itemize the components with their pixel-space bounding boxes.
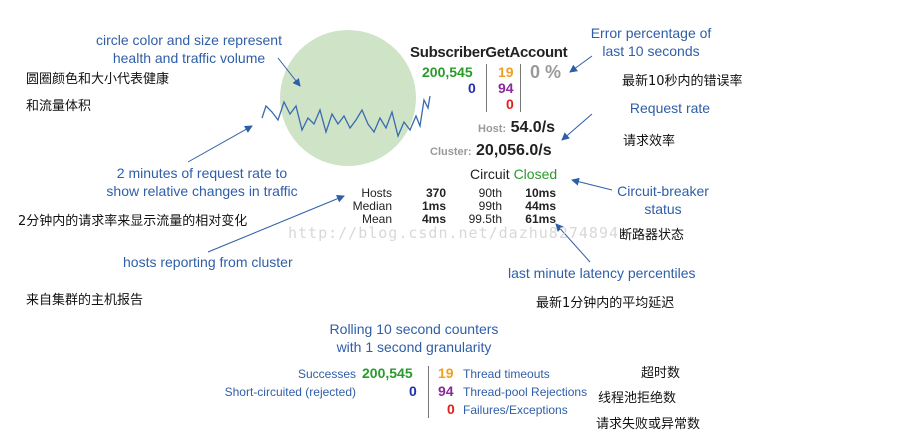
annotation-error-percentage: Error percentage of last 10 seconds [590, 25, 712, 59]
arrow-circle [277, 57, 301, 87]
median-value: 1ms [421, 199, 446, 213]
watermark: http://blog.csdn.net/dazhu8274894 [288, 224, 620, 242]
annotation-hosts: hosts reporting from cluster [123, 254, 293, 270]
legend-failures-label: Failures/Exceptions [463, 403, 568, 417]
legend-short-circuited-label: Short-circuited (rejected) [224, 385, 356, 399]
annotation-rolling-counters: Rolling 10 second counters with 1 second… [329, 321, 499, 355]
annotation-2min-rate: 2 minutes of request rate to show relati… [106, 165, 298, 199]
widget-timeouts: 19 [498, 64, 514, 80]
circuit-label: Circuit [470, 166, 510, 182]
legend-rejections-value: 94 [438, 383, 454, 399]
widget-successes: 200,545 [422, 64, 473, 80]
mean-value: 4ms [421, 212, 446, 226]
arrow-error [569, 55, 593, 73]
p99-value: 44ms [525, 199, 556, 213]
circuit-status: Closed [513, 166, 558, 182]
request-rate-sparkline [261, 95, 431, 139]
annotation-request-rate: Request rate [629, 100, 711, 116]
arrow-latency [555, 223, 591, 263]
p90-value: 10ms [525, 186, 556, 200]
host-rate-label: Host: [478, 123, 507, 135]
legend-separator [428, 366, 429, 418]
annotation-latency-cn: 最新1分钟内的平均延迟 [536, 296, 675, 311]
widget-short-circuited: 0 [468, 80, 476, 96]
p995-label: 99.5th [468, 212, 502, 226]
arrow-hosts [207, 194, 345, 253]
widget-error-percent: 0 % [530, 62, 562, 82]
legend-failures-value: 0 [447, 401, 455, 417]
p995-value: 61ms [525, 212, 556, 226]
legend-failures-cn: 请求失败或异常数 [596, 417, 701, 432]
hosts-value: 370 [425, 186, 446, 200]
median-label: Median [352, 199, 392, 213]
p90-label: 90th [478, 186, 502, 200]
widget-failures: 0 [506, 96, 514, 112]
arrow-request-rate [561, 113, 593, 141]
legend-successes-label: Successes [297, 367, 356, 381]
circuit-status-row: Circuit Closed [470, 166, 557, 182]
mean-label: Mean [361, 212, 392, 226]
arrow-breaker [571, 177, 613, 191]
annotation-request-rate-cn: 请求效率 [623, 134, 676, 149]
annotation-error-percentage-cn: 最新10秒内的错误率 [622, 74, 743, 89]
p99-label: 99th [478, 199, 502, 213]
widget-host-rate-row: Host: 54.0/s [478, 119, 555, 137]
health-circle [280, 30, 416, 166]
annotation-latency: last minute latency percentiles [508, 265, 696, 281]
legend-timeouts-label: Thread timeouts [463, 367, 550, 381]
annotation-circuit-breaker: Circuit-breaker status [617, 183, 709, 217]
annotation-circle-cn-2: 和流量体积 [26, 99, 92, 114]
widget-separator-2 [520, 64, 521, 112]
cluster-rate-label: Cluster: [430, 146, 472, 158]
legend-rejections-cn: 线程池拒绝数 [598, 391, 677, 406]
legend-successes-value: 200,545 [362, 365, 413, 381]
cluster-rate-value: 20,056.0/s [476, 142, 552, 159]
hosts-label: Hosts [361, 186, 392, 200]
legend-short-circuited-value: 0 [409, 383, 417, 399]
annotation-circle: circle color and size represent health a… [96, 32, 282, 66]
annotation-circuit-breaker-cn: 断路器状态 [619, 228, 685, 243]
host-rate-value: 54.0/s [510, 119, 556, 136]
widget-separator-1 [486, 64, 487, 112]
circuit-name: SubscriberGetAccount [410, 44, 568, 61]
widget-cluster-rate-row: Cluster: 20,056.0/s [430, 142, 552, 160]
annotation-hosts-cn: 来自集群的主机报告 [26, 293, 144, 308]
annotation-circle-cn-1: 圆圈颜色和大小代表健康 [26, 72, 170, 87]
legend-timeouts-value: 19 [438, 365, 454, 381]
arrow-2min [187, 125, 253, 163]
widget-rejections: 94 [498, 80, 514, 96]
legend-timeouts-cn: 超时数 [641, 366, 681, 381]
legend-rejections-label: Thread-pool Rejections [463, 385, 588, 399]
annotation-2min-rate-cn: 2分钟内的请求率来显示流量的相对变化 [18, 214, 248, 229]
